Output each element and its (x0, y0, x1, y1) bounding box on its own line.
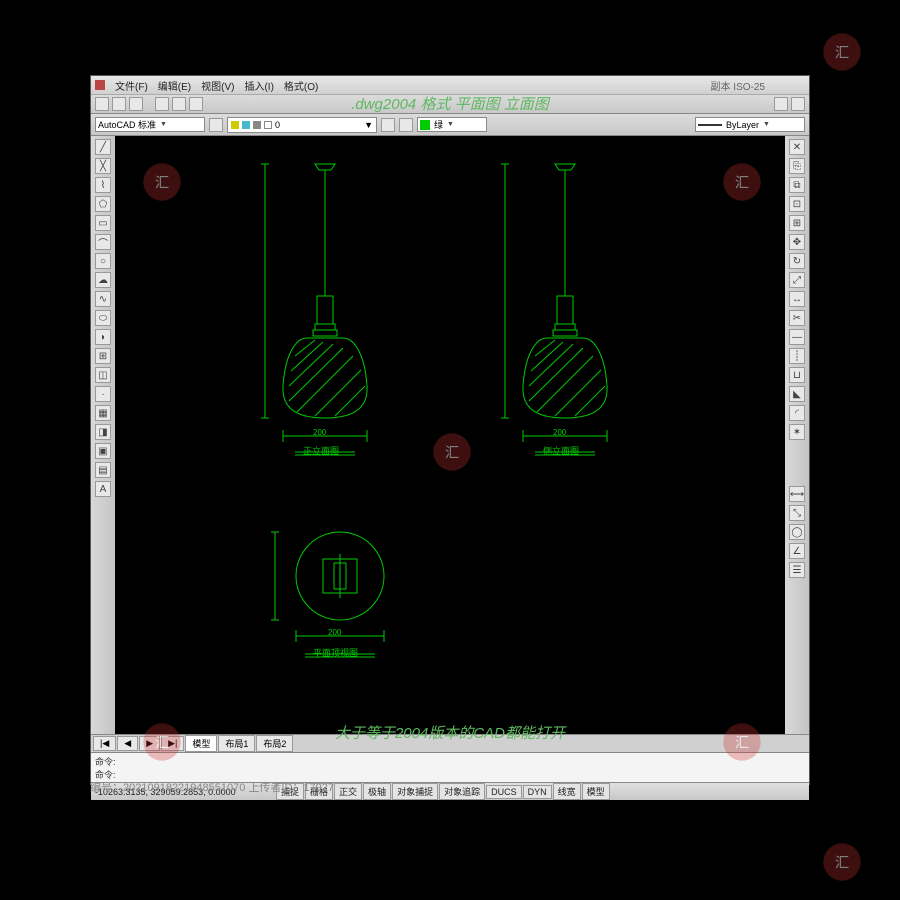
ellipse-icon[interactable]: ⬭ (95, 310, 111, 326)
plan-view-label: 平面顶视图 (313, 646, 358, 659)
svg-text:汇: 汇 (835, 855, 849, 872)
color-dropdown[interactable]: 绿▼ (417, 117, 487, 132)
svg-text:汇: 汇 (835, 45, 849, 62)
scale-icon[interactable]: ⤢ (789, 272, 805, 288)
footer-metadata: 编号：20210918221948551070 上传者ID：17927 (90, 779, 334, 795)
model-toggle[interactable]: 模型 (582, 783, 610, 800)
front-elevation-drawing (245, 156, 405, 456)
command-line[interactable]: 命令: 命令: (91, 752, 809, 782)
break-icon[interactable]: ┊ (789, 348, 805, 364)
overlay-footer: 大于等于2004版本的CAD都能打开 (91, 722, 809, 742)
extend-icon[interactable]: — (789, 329, 805, 345)
properties-icon[interactable]: ☰ (789, 562, 805, 578)
rectangle-icon[interactable]: ▭ (95, 215, 111, 231)
menu-format[interactable]: 格式(O) (284, 78, 318, 93)
point-icon[interactable]: · (95, 386, 111, 402)
side-view-label: 侧立面图 (543, 444, 579, 457)
dim-linear-icon[interactable]: ⟷ (789, 486, 805, 502)
text-icon[interactable]: A (95, 481, 111, 497)
front-view-label: 正立面图 (303, 444, 339, 457)
layer-dropdown[interactable]: 0 ▼ (227, 117, 377, 133)
line-icon[interactable]: ╱ (95, 139, 111, 155)
cmd-history-line: 命令: (95, 755, 805, 768)
draw-toolbar: ╱ ╳ ⌇ ⬠ ▭ ⌒ ○ ☁ ∿ ⬭ ◗ ⊞ ◫ · ▦ ◨ ▣ ▤ A (91, 136, 115, 734)
watermark-icon: 汇 (820, 30, 864, 74)
properties-toolbar: AutoCAD 标准▼ 0 ▼ 绿▼ ByLayer▼ (91, 114, 809, 136)
insert-icon[interactable]: ⊞ (95, 348, 111, 364)
main-area: ╱ ╳ ⌇ ⬠ ▭ ⌒ ○ ☁ ∿ ⬭ ◗ ⊞ ◫ · ▦ ◨ ▣ ▤ A (91, 136, 809, 734)
join-icon[interactable]: ⊔ (789, 367, 805, 383)
copy-icon[interactable]: ⎘ (789, 158, 805, 174)
drawing-canvas[interactable]: 200 正立面图 (115, 136, 785, 734)
plan-dim-h: 200 (328, 628, 341, 637)
erase-icon[interactable]: ✕ (789, 139, 805, 155)
ellipsearc-icon[interactable]: ◗ (95, 329, 111, 345)
textstyle-dropdown[interactable]: AutoCAD 标准▼ (95, 117, 205, 132)
cad-window: 文件(F) 编辑(E) 视图(V) 插入(I) 格式(O) 副本 ISO-25 … (90, 75, 810, 785)
dim-style-label: 副本 ISO-25 (711, 78, 765, 93)
watermark-icon: 汇 (820, 840, 864, 884)
polar-toggle[interactable]: 极轴 (363, 783, 391, 800)
layer-manager-button[interactable] (209, 118, 223, 132)
dim-radius-icon[interactable]: ◯ (789, 524, 805, 540)
app-icon (95, 80, 105, 90)
region-icon[interactable]: ▣ (95, 443, 111, 459)
polygon-icon[interactable]: ⬠ (95, 196, 111, 212)
ducs-toggle[interactable]: DUCS (486, 785, 522, 799)
menu-file[interactable]: 文件(F) (115, 78, 148, 93)
xline-icon[interactable]: ╳ (95, 158, 111, 174)
ortho-toggle[interactable]: 正交 (334, 783, 362, 800)
hatch-icon[interactable]: ▦ (95, 405, 111, 421)
stretch-icon[interactable]: ↔ (789, 291, 805, 307)
menu-view[interactable]: 视图(V) (201, 78, 234, 93)
array-icon[interactable]: ⊞ (789, 215, 805, 231)
block-icon[interactable]: ◫ (95, 367, 111, 383)
pline-icon[interactable]: ⌇ (95, 177, 111, 193)
circle-icon[interactable]: ○ (95, 253, 111, 269)
overlay-title: .dwg2004 格式 平面图 立面图 (91, 92, 809, 114)
lwt-toggle[interactable]: 线宽 (553, 783, 581, 800)
osnap-toggle[interactable]: 对象捕捉 (392, 783, 438, 800)
front-dim-h: 200 (313, 428, 326, 437)
spline-icon[interactable]: ∿ (95, 291, 111, 307)
linetype-dropdown[interactable]: ByLayer▼ (695, 117, 805, 132)
dyn-toggle[interactable]: DYN (523, 785, 552, 799)
dim-angle-icon[interactable]: ∠ (789, 543, 805, 559)
table-icon[interactable]: ▤ (95, 462, 111, 478)
otrack-toggle[interactable]: 对象追踪 (439, 783, 485, 800)
layer-tool-button[interactable] (399, 118, 413, 132)
trim-icon[interactable]: ✂ (789, 310, 805, 326)
side-dim-h: 200 (553, 428, 566, 437)
arc-icon[interactable]: ⌒ (95, 234, 111, 250)
gradient-icon[interactable]: ◨ (95, 424, 111, 440)
menu-edit[interactable]: 编辑(E) (158, 78, 191, 93)
explode-icon[interactable]: ✶ (789, 424, 805, 440)
menu-insert[interactable]: 插入(I) (244, 78, 273, 93)
move-icon[interactable]: ✥ (789, 234, 805, 250)
rotate-icon[interactable]: ↻ (789, 253, 805, 269)
revcloud-icon[interactable]: ☁ (95, 272, 111, 288)
dim-aligned-icon[interactable]: ⤡ (789, 505, 805, 521)
layer-prev-button[interactable] (381, 118, 395, 132)
chamfer-icon[interactable]: ◣ (789, 386, 805, 402)
fillet-icon[interactable]: ◜ (789, 405, 805, 421)
modify-toolbar: ✕ ⎘ ⧉ ⊡ ⊞ ✥ ↻ ⤢ ↔ ✂ — ┊ ⊔ ◣ ◜ ✶ ⟷ ⤡ ◯ ∠ … (785, 136, 809, 734)
offset-icon[interactable]: ⊡ (789, 196, 805, 212)
mirror-icon[interactable]: ⧉ (789, 177, 805, 193)
side-elevation-drawing (485, 156, 645, 456)
